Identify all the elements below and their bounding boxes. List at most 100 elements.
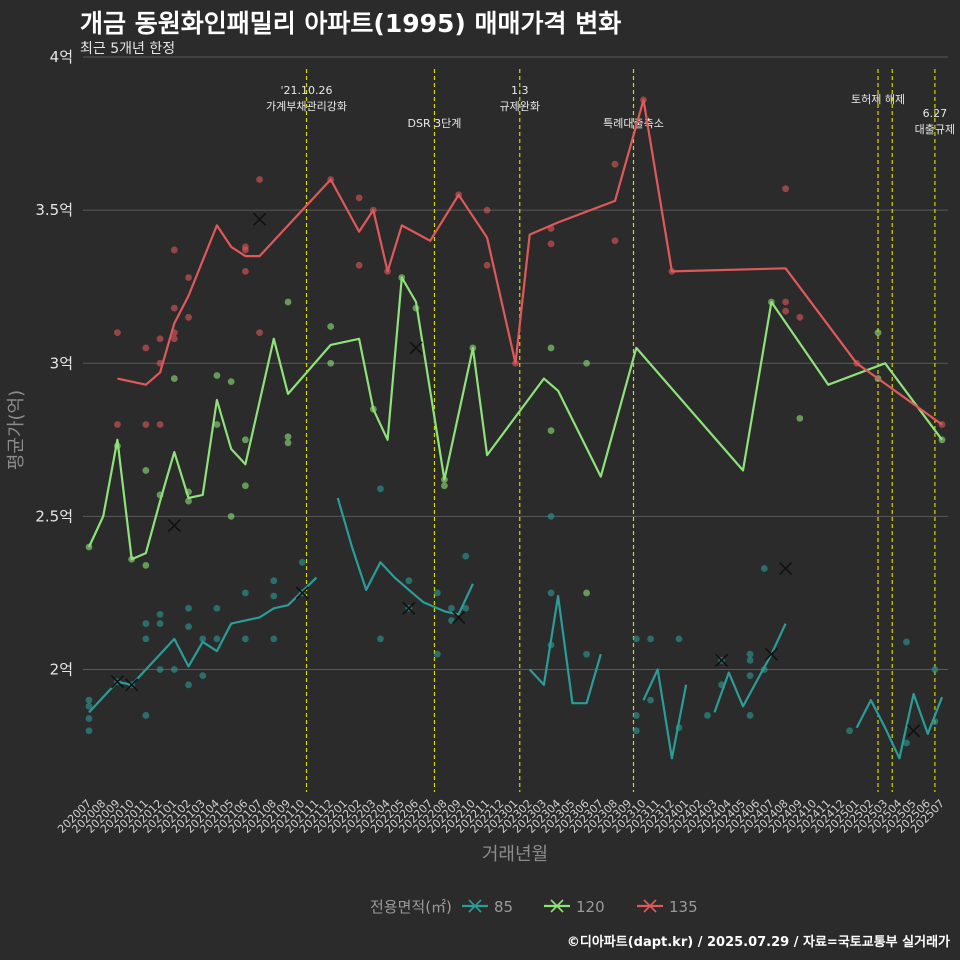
data-point (298, 558, 306, 566)
y-tick-label: 3억 (50, 354, 73, 372)
data-point (114, 421, 121, 428)
data-point (760, 565, 768, 572)
legend-label: 120 (576, 898, 605, 916)
data-point (462, 604, 470, 612)
data-point (142, 712, 150, 719)
event-label: 대출규제 (915, 123, 955, 136)
data-point (156, 620, 164, 627)
data-point (156, 666, 164, 673)
data-point (746, 656, 754, 664)
y-axis-title: 평균가(억) (6, 390, 27, 470)
series-line (855, 692, 944, 760)
data-point (199, 635, 207, 643)
data-point (746, 672, 754, 680)
data-point (433, 650, 441, 658)
y-tick-label: 2.5억 (35, 507, 73, 525)
chart-title: 개금 동원화인패밀리 아파트(1995) 매매가격 변화 (80, 9, 622, 38)
data-point (142, 635, 150, 643)
data-point (199, 672, 207, 680)
data-point (227, 378, 235, 386)
mark-x (402, 601, 416, 615)
data-point (114, 329, 121, 337)
data-point (448, 604, 455, 612)
data-point (405, 577, 413, 585)
mark-x (779, 561, 793, 576)
legend-label: 135 (669, 898, 698, 916)
data-point (213, 604, 221, 612)
data-point (377, 635, 384, 643)
data-point (782, 298, 790, 306)
data-point (931, 666, 939, 673)
data-point (284, 298, 292, 306)
data-point (170, 375, 178, 382)
series-135 (114, 96, 946, 428)
grid-lines (83, 56, 948, 670)
data-point (142, 467, 150, 474)
y-tick-label: 2억 (50, 661, 73, 679)
data-point (441, 482, 448, 490)
mark-x (253, 212, 267, 226)
mark-x (907, 724, 921, 738)
data-point (355, 261, 363, 269)
data-point (185, 604, 192, 612)
mark-x (295, 586, 309, 600)
data-point (547, 512, 555, 520)
legend: 전용면적(㎡) 85 120 135 (370, 898, 698, 916)
data-point (632, 727, 640, 735)
source-caption: ©디아파트(dapt.kr) / 2025.07.29 / 자료=국토교통부 실… (566, 935, 950, 950)
event-label: 특례대출축소 (603, 117, 664, 130)
data-point (903, 638, 910, 646)
data-point (142, 620, 150, 627)
data-point (746, 650, 754, 658)
data-point (327, 323, 335, 330)
series-line (642, 668, 688, 760)
data-point (256, 329, 263, 337)
data-point (185, 623, 192, 631)
data-point (85, 715, 93, 722)
data-point (462, 552, 470, 560)
data-point (547, 427, 555, 435)
data-point (611, 237, 619, 245)
series-line (336, 497, 474, 616)
legend-marker (643, 899, 657, 913)
event-label: 1.3 (511, 84, 529, 97)
data-point (782, 307, 790, 315)
x-axis-title: 거래년월 (482, 844, 548, 865)
data-point (85, 696, 93, 704)
series-line (88, 576, 318, 714)
y-axis-ticks: 2억 2.5억 3억 3.5억 4억 (35, 48, 73, 679)
data-point (170, 666, 178, 673)
data-point (85, 702, 93, 710)
data-point (156, 421, 164, 428)
data-point (647, 696, 654, 704)
data-point (547, 240, 555, 248)
data-point (583, 589, 590, 597)
data-point (377, 485, 384, 493)
data-point (547, 344, 555, 352)
data-point (632, 712, 640, 719)
legend-item-135: 135 (637, 898, 698, 916)
x-axis-ticks: 2020072020082020092020102020112020122021… (55, 797, 947, 836)
legend-item-85: 85 (462, 898, 513, 916)
data-point (213, 372, 221, 379)
data-point (704, 712, 711, 719)
legend-item-120: 120 (544, 898, 605, 916)
data-point (85, 727, 93, 735)
data-point (241, 267, 249, 275)
mark-x (452, 610, 466, 625)
data-point (142, 561, 150, 569)
series-line (88, 276, 943, 561)
data-point (185, 497, 192, 505)
data-point (355, 194, 363, 202)
data-point (483, 206, 491, 214)
data-point (583, 650, 590, 658)
data-point (213, 635, 221, 643)
legend-title: 전용면적(㎡) (370, 898, 452, 916)
event-label: 가계부채관리강화 (266, 100, 347, 113)
mark-x (167, 518, 181, 533)
data-point (241, 589, 249, 597)
chart-subtitle: 최근 5개년 한정 (80, 41, 176, 57)
data-point (782, 185, 790, 193)
